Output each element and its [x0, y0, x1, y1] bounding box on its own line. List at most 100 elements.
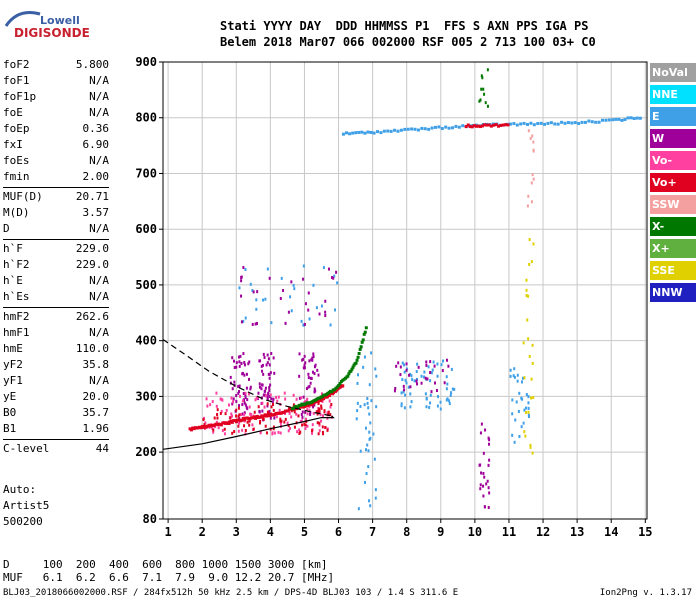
param-row-hmf2: hmF2 262.6	[3, 309, 109, 325]
echo-point	[275, 415, 278, 419]
echo-point	[530, 260, 533, 264]
echo-point	[263, 355, 266, 359]
echo-point	[487, 436, 490, 440]
echo-point	[225, 408, 228, 412]
trace-point	[325, 395, 329, 399]
trace-point	[364, 326, 368, 330]
echo-point	[295, 397, 298, 401]
trace-point	[556, 122, 560, 126]
trace-point	[355, 358, 359, 362]
echo-point	[485, 482, 488, 486]
echo-point	[203, 423, 206, 427]
echo-point	[478, 463, 481, 467]
trace-point	[626, 116, 630, 120]
logo-swoosh-icon	[4, 11, 41, 27]
param-name: foF1	[3, 74, 30, 87]
echo-point	[437, 395, 440, 399]
echo-point	[307, 376, 310, 380]
echo-point	[279, 431, 282, 435]
echo-point	[526, 204, 529, 208]
trace-point	[240, 418, 244, 422]
trace-point	[322, 397, 326, 401]
echo-point	[435, 389, 438, 393]
echo-point	[258, 410, 261, 414]
trace-point	[617, 117, 621, 121]
echo-point	[266, 361, 269, 365]
echo-point	[446, 382, 449, 386]
echo-clusters	[202, 68, 535, 511]
x-tick-label: 3	[233, 525, 240, 539]
echo-point	[266, 397, 269, 401]
echo-point	[513, 375, 516, 379]
echo-point	[240, 361, 243, 365]
echo-point	[308, 359, 311, 363]
echo-point	[305, 387, 308, 391]
param-name: foEs	[3, 154, 30, 167]
trace-point	[230, 420, 234, 424]
echo-point	[292, 393, 295, 397]
echo-point	[211, 400, 214, 404]
echo-point	[261, 409, 264, 413]
echo-point	[531, 173, 534, 177]
echo-point	[266, 404, 269, 408]
echo-point	[217, 426, 220, 430]
echo-point	[315, 410, 318, 414]
echo-point	[318, 407, 321, 411]
echo-point	[287, 424, 290, 428]
echo-point	[443, 381, 446, 385]
legend-item-ssw: SSW	[650, 195, 696, 214]
echo-point	[299, 430, 302, 434]
echo-point	[331, 276, 334, 280]
echo-point	[521, 380, 524, 384]
echo-point	[231, 414, 234, 418]
echo-point	[262, 393, 265, 397]
echo-point	[233, 430, 236, 434]
trace-point	[296, 405, 300, 409]
echo-point	[394, 386, 397, 390]
echo-point	[324, 299, 327, 303]
echo-point	[306, 412, 309, 416]
echo-point	[409, 372, 412, 376]
echo-point	[416, 362, 419, 366]
trace-point	[320, 395, 324, 399]
param-value: 1.96	[82, 422, 110, 435]
param-value: 0.36	[82, 122, 110, 135]
trace-point	[348, 132, 352, 136]
echo-point	[482, 87, 485, 91]
trace-point	[451, 126, 455, 130]
trace-point	[489, 124, 493, 128]
echo-point	[238, 364, 241, 368]
trace-point	[635, 116, 639, 120]
legend-item-xminus: X-	[650, 217, 696, 236]
echo-point	[429, 393, 432, 397]
echo-point	[336, 281, 339, 285]
distance-row: D 100 200 400 600 800 1000 1500 3000 [km…	[3, 558, 328, 571]
trace-point	[243, 418, 247, 422]
echo-point	[266, 267, 269, 271]
param-separator	[3, 239, 109, 240]
echo-point	[232, 400, 235, 404]
echo-point	[401, 361, 404, 365]
param-value: 6.90	[82, 138, 110, 151]
echo-point	[302, 366, 305, 370]
trace-point	[629, 116, 633, 120]
echo-point	[321, 430, 324, 434]
echo-point	[415, 379, 418, 383]
echo-point	[310, 376, 313, 380]
echo-point	[417, 365, 420, 369]
echo-point	[311, 431, 314, 435]
echo-point	[288, 427, 291, 431]
echo-point	[316, 368, 319, 372]
echo-point	[260, 387, 263, 391]
legend-item-vominus: Vo-	[650, 151, 696, 170]
echo-point	[317, 373, 320, 377]
echo-point	[300, 396, 303, 400]
trace-point	[468, 125, 472, 129]
echo-point	[301, 423, 304, 427]
echo-point	[403, 363, 406, 367]
file-info: BLJ03_2018066002000.RSF / 284fx512h 50 k…	[3, 588, 459, 598]
param-name: h`E	[3, 274, 23, 287]
param-value: N/A	[89, 222, 109, 235]
echo-point	[235, 394, 238, 398]
trace-point	[529, 121, 533, 125]
